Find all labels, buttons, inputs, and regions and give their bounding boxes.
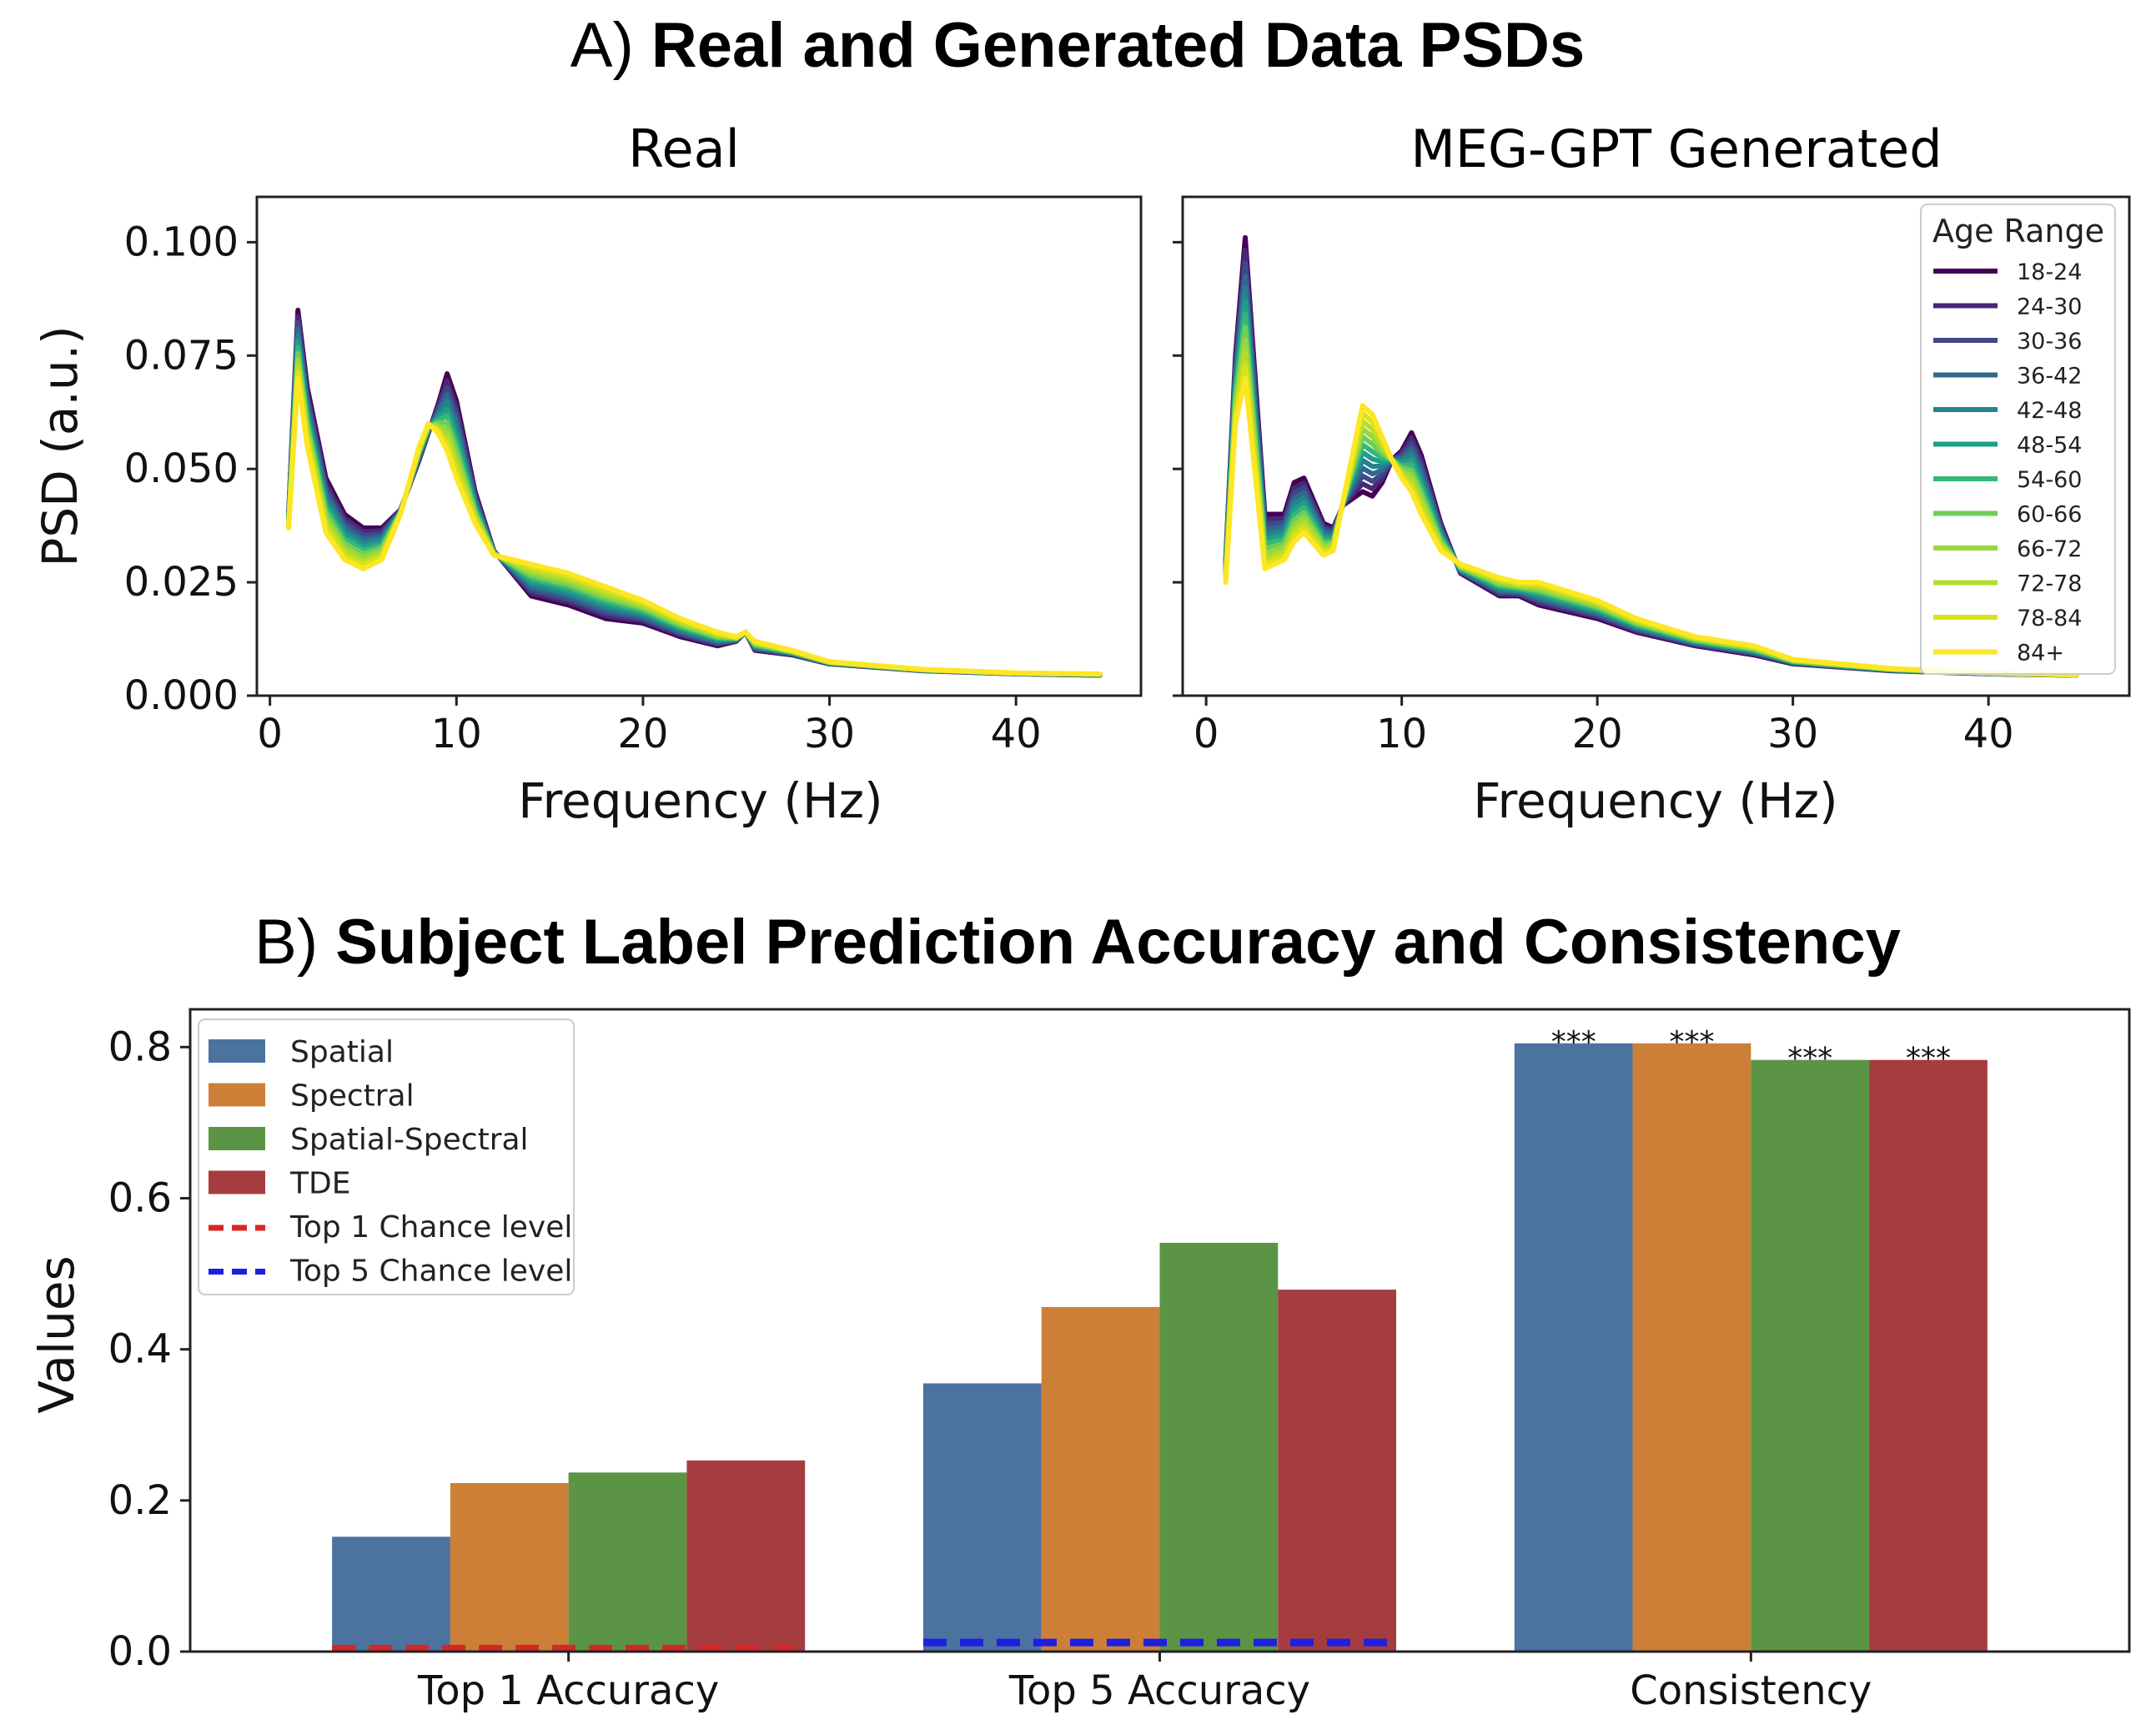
accuracy-legend: Spatial Spectral Spatial-Spectral TDE Top 1 … xyxy=(198,1018,575,1295)
legend-label-60-66: 60-66 xyxy=(2017,502,2082,528)
psd-real-title: Real xyxy=(628,118,740,179)
psd-generated-xlabel: Frequency (Hz) xyxy=(1473,772,1837,829)
psd-real-chart: Real 0 10 20 30 400.0000.0250.0500.0750.100 … xyxy=(32,118,1143,829)
chance-level-lines xyxy=(332,1638,1397,1652)
psd-real-lines xyxy=(286,307,1103,678)
x-tick-label: 30 xyxy=(804,711,855,757)
legend-swatch-Spatial-Spectral xyxy=(209,1127,265,1150)
legend-label-72-78: 72-78 xyxy=(2017,571,2082,597)
significance-stars: *** xyxy=(1906,1042,1951,1076)
bar-Spatial-Consistency xyxy=(1514,1043,1633,1652)
legend-label-Top 5 Chance level: Top 5 Chance level xyxy=(289,1255,572,1289)
y-tick-label: 0.0 xyxy=(108,1628,172,1675)
bar-Spectral-Top 5 Accuracy xyxy=(1041,1306,1160,1652)
y-tick-label: 0.6 xyxy=(108,1174,172,1221)
accuracy-legend-box xyxy=(198,1018,575,1295)
x-tick-label: 40 xyxy=(991,711,1042,757)
legend-label-24-30: 24-30 xyxy=(2017,294,2082,320)
category-label: Consistency xyxy=(1630,1667,1872,1714)
y-tick-label: 0.025 xyxy=(124,559,239,606)
accuracy-bar-chart: *** *** *** *** 0.0 0.2 0.4 0.6 0.8 Top 1 Accura… xyxy=(28,1008,2131,1714)
x-tick-label: 40 xyxy=(1963,711,2014,757)
bar-Spatial-Spectral-Top 1 Accuracy xyxy=(568,1472,687,1652)
psd-generated-title: MEG-GPT Generated xyxy=(1410,118,1942,179)
legend-swatch-Spectral xyxy=(209,1083,265,1107)
age-range-legend-title: Age Range xyxy=(1932,213,2104,249)
bar-Spectral-Top 1 Accuracy xyxy=(450,1482,569,1652)
x-tick-label: 30 xyxy=(1767,711,1818,757)
bar-TDE-Top 5 Accuracy xyxy=(1278,1290,1397,1652)
bar-TDE-Consistency xyxy=(1869,1059,1988,1652)
legend-label-Top 1 Chance level: Top 1 Chance level xyxy=(289,1210,572,1245)
psd-line-72-78 xyxy=(286,363,1103,677)
y-tick-label: 0.075 xyxy=(124,332,239,379)
significance-stars: *** xyxy=(1787,1042,1832,1076)
y-tick-label: 0.050 xyxy=(124,445,239,492)
accuracy-ylabel: Values xyxy=(28,1255,85,1414)
legend-label-36-42: 36-42 xyxy=(2017,364,2082,390)
psd-line-84+ xyxy=(286,375,1103,676)
accuracy-bars xyxy=(332,1043,1988,1652)
legend-label-42-48: 42-48 xyxy=(2017,398,2082,424)
y-tick-label: 0.100 xyxy=(124,219,239,265)
legend-label-54-60: 54-60 xyxy=(2017,467,2082,493)
bar-Spatial-Top 5 Accuracy xyxy=(922,1383,1042,1652)
bar-TDE-Top 1 Accuracy xyxy=(686,1460,806,1652)
legend-label-18-24: 18-24 xyxy=(2017,259,2082,285)
legend-label-Spatial-Spectral: Spatial-Spectral xyxy=(290,1123,529,1157)
legend-label-TDE: TDE xyxy=(289,1167,350,1201)
legend-label-66-72: 66-72 xyxy=(2017,536,2082,562)
psd-generated-axes: 0 10 20 30 40 xyxy=(1173,240,2014,757)
psd-generated-frame xyxy=(1181,195,2131,697)
significance-stars: *** xyxy=(1551,1025,1596,1059)
x-tick-label: 10 xyxy=(431,711,482,757)
psd-line-18-24 xyxy=(286,307,1103,678)
category-label: Top 1 Accuracy xyxy=(417,1667,719,1714)
y-tick-label: 0.2 xyxy=(108,1477,172,1524)
psd-real-axes: 0 10 20 30 40 0.000 0.025 0.050 0.075 0.100 xyxy=(124,219,1042,757)
y-tick-label: 0.4 xyxy=(108,1326,172,1373)
legend-label-Spectral: Spectral xyxy=(290,1079,415,1114)
x-tick-label: 0 xyxy=(1194,711,1219,757)
psd-ylabel: PSD (a.u.) xyxy=(32,325,88,566)
legend-label-84+: 84+ xyxy=(2017,641,2064,666)
bar-Spatial-Spectral-Consistency xyxy=(1751,1059,1870,1652)
x-tick-label: 10 xyxy=(1376,711,1427,757)
significance-annotations: *** *** *** *** xyxy=(1551,1025,1951,1076)
category-label: Top 5 Accuracy xyxy=(1008,1667,1310,1714)
psd-generated-lines xyxy=(1223,234,2079,678)
psd-generated-chart: MEG-GPT Generated 0 10 20 30 40 Frequency (H… xyxy=(1173,118,2131,829)
age-range-legend-box xyxy=(1920,204,2116,675)
legend-swatch-TDE xyxy=(209,1170,265,1194)
panel-a-heading: A) Real and Generated Data PSDs xyxy=(570,10,1585,81)
bar-Spatial-Top 1 Accuracy xyxy=(332,1536,450,1652)
bar-Spatial-Spectral-Top 5 Accuracy xyxy=(1159,1242,1279,1652)
y-tick-label: 0.8 xyxy=(108,1023,172,1070)
y-tick-label: 0.000 xyxy=(124,672,239,719)
age-range-legend: Age Range 18-24 24-30 30-36 36-42 42-48 48-54… xyxy=(1920,204,2116,675)
x-tick-label: 0 xyxy=(257,711,283,757)
significance-stars: *** xyxy=(1669,1025,1714,1059)
bar-Spectral-Consistency xyxy=(1632,1043,1751,1652)
accuracy-axes: 0.0 0.2 0.4 0.6 0.8 Top 1 Accuracy Top 5 Accur… xyxy=(108,1023,1872,1714)
x-tick-label: 20 xyxy=(617,711,668,757)
panel-b-heading: B) Subject Label Prediction Accuracy and… xyxy=(254,907,1901,978)
legend-label-Spatial: Spatial xyxy=(290,1035,394,1069)
x-tick-label: 20 xyxy=(1572,711,1623,757)
legend-label-30-36: 30-36 xyxy=(2017,329,2082,355)
psd-real-frame xyxy=(255,195,1143,697)
legend-label-48-54: 48-54 xyxy=(2017,433,2082,459)
legend-label-78-84: 78-84 xyxy=(2017,606,2082,631)
psd-real-xlabel: Frequency (Hz) xyxy=(518,772,882,829)
legend-swatch-Spatial xyxy=(209,1039,265,1063)
psd-line-84+ xyxy=(1223,375,2079,677)
